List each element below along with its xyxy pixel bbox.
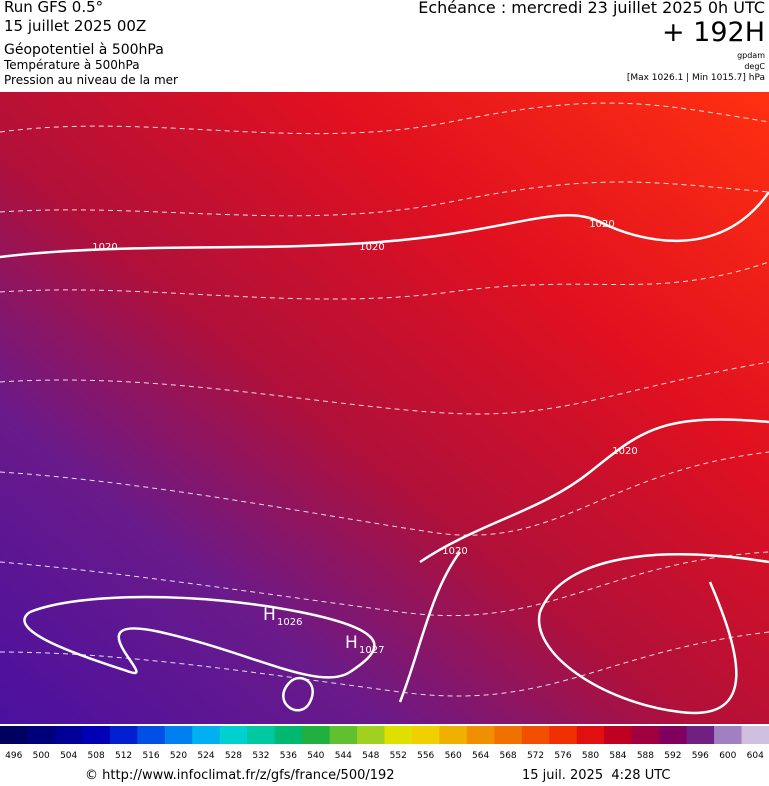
contour-label: 1020 bbox=[612, 446, 637, 457]
high-symbol: H bbox=[263, 605, 276, 625]
colorbar-label: 564 bbox=[472, 751, 489, 761]
color-swatch bbox=[604, 726, 633, 744]
field: Température à 500hPa bbox=[4, 58, 140, 72]
timestamp: 15 juil. 2025 4:28 UTC bbox=[522, 768, 671, 783]
isotherms bbox=[0, 102, 769, 697]
color-swatch bbox=[109, 726, 138, 744]
color-swatch bbox=[164, 726, 193, 744]
color-swatch bbox=[274, 726, 303, 744]
lead-time: + 192H bbox=[661, 17, 765, 48]
colorbar-label: 592 bbox=[664, 751, 681, 761]
colorbar-label: 524 bbox=[197, 751, 214, 761]
color-swatch bbox=[247, 726, 276, 744]
color-swatch bbox=[27, 726, 56, 744]
colorbar-label: 556 bbox=[417, 751, 434, 761]
run: Run GFS 0.5° bbox=[4, 0, 104, 16]
colorbar-label: 584 bbox=[609, 751, 626, 761]
color-swatch bbox=[137, 726, 166, 744]
unit: gpdam bbox=[737, 51, 765, 60]
color-swatch bbox=[631, 726, 660, 744]
color-swatch bbox=[192, 726, 221, 744]
color-swatch bbox=[219, 726, 248, 744]
run-date: 15 juillet 2025 00Z bbox=[4, 17, 147, 35]
colorbar-label: 496 bbox=[5, 751, 22, 761]
high-symbol: H bbox=[345, 633, 358, 653]
colorbar-label: 500 bbox=[33, 751, 50, 761]
isobars bbox=[0, 191, 769, 715]
color-swatch bbox=[576, 726, 605, 744]
colorbar-label: 600 bbox=[719, 751, 736, 761]
colorbar-label: 544 bbox=[335, 751, 352, 761]
color-swatch bbox=[329, 726, 358, 744]
colorbar-label: 520 bbox=[170, 751, 187, 761]
color-swatch bbox=[494, 726, 523, 744]
colorbar-label: 528 bbox=[225, 751, 242, 761]
colorbar-label: 580 bbox=[582, 751, 599, 761]
contour-label: 1020 bbox=[589, 219, 614, 230]
colorbar-label: 536 bbox=[280, 751, 297, 761]
color-swatch bbox=[439, 726, 468, 744]
colorbar-label: 512 bbox=[115, 751, 132, 761]
color-swatch bbox=[549, 726, 578, 744]
field: Pression au niveau de la mer bbox=[4, 73, 178, 87]
high-value: 1027 bbox=[359, 645, 384, 656]
colorbar-label: 604 bbox=[747, 751, 764, 761]
colorbar-label: 548 bbox=[362, 751, 379, 761]
color-swatch bbox=[0, 726, 28, 744]
color-swatch bbox=[741, 726, 769, 744]
contour-label: 1020 bbox=[442, 546, 467, 557]
colorbar-label: 588 bbox=[637, 751, 654, 761]
color-swatch bbox=[384, 726, 413, 744]
color-swatch bbox=[714, 726, 743, 744]
color-swatch bbox=[357, 726, 385, 744]
color-swatch bbox=[521, 726, 550, 744]
colorbar-label: 516 bbox=[142, 751, 159, 761]
range: [Max 1026.1 | Min 1015.7] hPa bbox=[626, 73, 765, 83]
unit: degC bbox=[744, 62, 765, 71]
high-value: 1026 bbox=[277, 617, 302, 628]
field-shading bbox=[0, 92, 769, 724]
color-swatch bbox=[411, 726, 440, 744]
color-swatch bbox=[466, 726, 495, 744]
colorbar-label: 552 bbox=[390, 751, 407, 761]
contour-label: 1020 bbox=[92, 242, 117, 253]
color-swatch bbox=[659, 726, 688, 744]
colorbar: 496 500 504 508 512 516 520 524 528 532 536 540 544 5… bbox=[0, 726, 769, 761]
colorbar-label: 540 bbox=[307, 751, 324, 761]
colorbar-label: 508 bbox=[88, 751, 105, 761]
color-swatch bbox=[82, 726, 111, 744]
color-swatch bbox=[686, 726, 715, 744]
colorbar-label: 504 bbox=[60, 751, 77, 761]
colorbar-label: 596 bbox=[692, 751, 709, 761]
colorbar-label: 576 bbox=[554, 751, 571, 761]
color-swatch bbox=[54, 726, 83, 744]
colorbar-label: 560 bbox=[445, 751, 462, 761]
contour-label: 1020 bbox=[359, 242, 384, 253]
color-swatch bbox=[302, 726, 331, 744]
colorbar-label: 532 bbox=[252, 751, 269, 761]
field: Géopotentiel à 500hPa bbox=[4, 42, 164, 58]
echeance: Echéance : mercredi 23 juillet 2025 0h U… bbox=[418, 0, 765, 17]
colorbar-label: 568 bbox=[499, 751, 516, 761]
source-url: © http://www.infoclimat.fr/z/gfs/france/… bbox=[85, 768, 395, 783]
colorbar-label: 572 bbox=[527, 751, 544, 761]
